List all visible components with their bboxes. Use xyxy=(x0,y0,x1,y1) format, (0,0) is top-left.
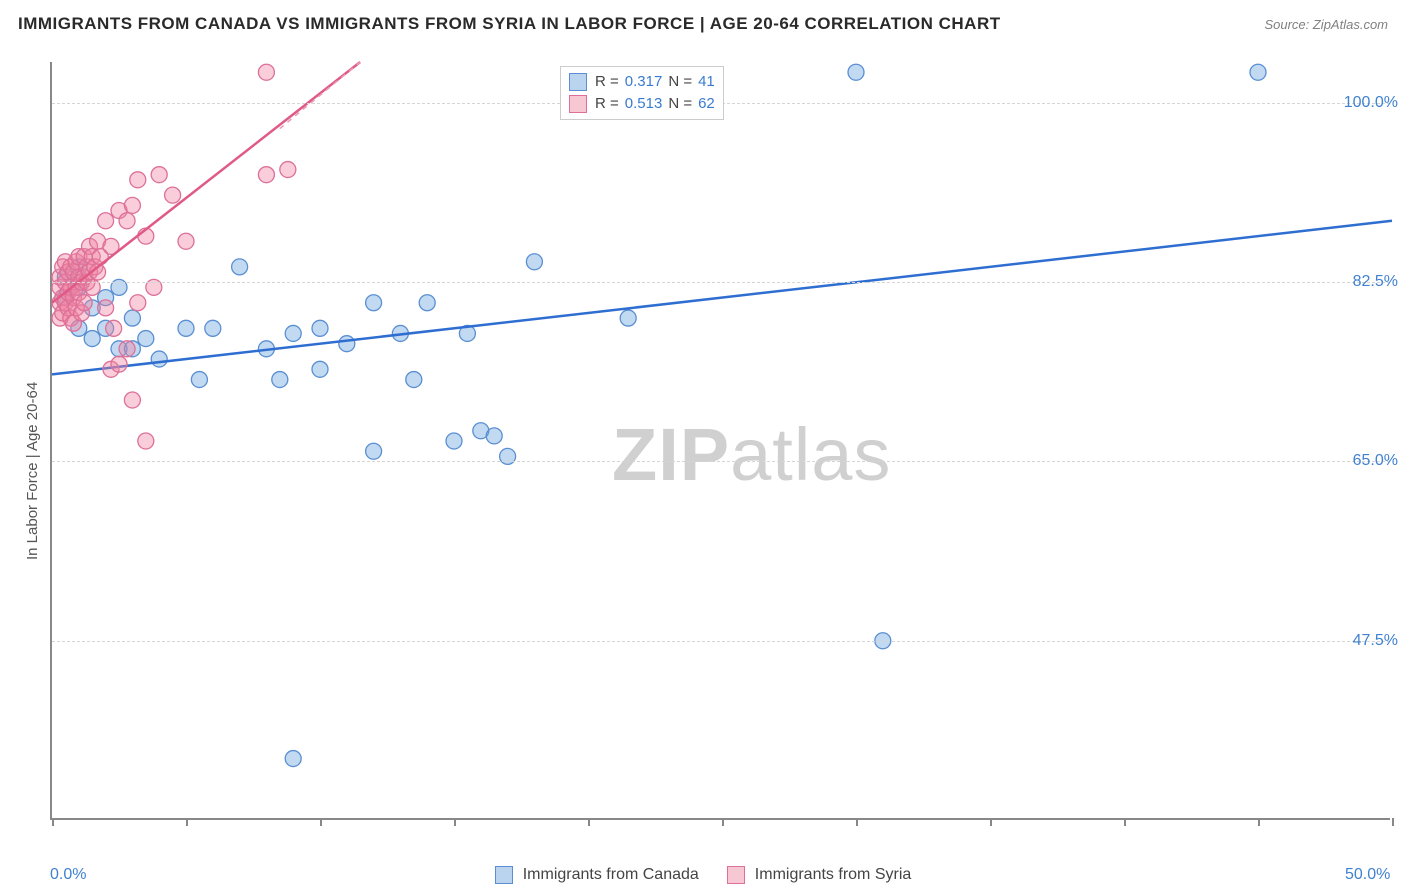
stat-label: R = xyxy=(595,93,619,115)
chart-title: IMMIGRANTS FROM CANADA VS IMMIGRANTS FRO… xyxy=(18,14,1001,34)
data-point xyxy=(138,433,154,449)
legend-swatch xyxy=(727,866,745,884)
legend-item: Immigrants from Canada xyxy=(495,866,699,884)
data-point xyxy=(446,433,462,449)
grid-line xyxy=(52,461,1390,462)
legend-label: Immigrants from Syria xyxy=(755,866,911,884)
data-point xyxy=(366,295,382,311)
scatter-plot-svg xyxy=(52,62,1390,818)
stat-value: 62 xyxy=(698,93,715,115)
title-bar: IMMIGRANTS FROM CANADA VS IMMIGRANTS FRO… xyxy=(18,14,1388,34)
data-point xyxy=(419,295,435,311)
data-point xyxy=(124,197,140,213)
x-tick xyxy=(186,818,188,826)
legend-item: Immigrants from Syria xyxy=(727,866,911,884)
x-tick xyxy=(454,818,456,826)
legend-swatch xyxy=(569,95,587,113)
data-point xyxy=(258,167,274,183)
y-axis-title: In Labor Force | Age 20-64 xyxy=(24,382,41,560)
data-point xyxy=(620,310,636,326)
stats-legend-row: R = 0.513 N = 62 xyxy=(569,93,715,115)
data-point xyxy=(258,64,274,80)
x-tick xyxy=(52,818,54,826)
x-tick xyxy=(1392,818,1394,826)
stat-label: R = xyxy=(595,71,619,93)
x-tick xyxy=(722,818,724,826)
data-point xyxy=(76,295,92,311)
data-point xyxy=(1250,64,1266,80)
data-point xyxy=(106,320,122,336)
chart-container: IMMIGRANTS FROM CANADA VS IMMIGRANTS FRO… xyxy=(0,0,1406,892)
data-point xyxy=(84,331,100,347)
data-point xyxy=(178,320,194,336)
data-point xyxy=(119,213,135,229)
stat-value: 41 xyxy=(698,71,715,93)
legend-label: Immigrants from Canada xyxy=(523,866,699,884)
data-point xyxy=(191,372,207,388)
x-tick xyxy=(990,818,992,826)
data-point xyxy=(285,751,301,767)
legend-swatch xyxy=(569,73,587,91)
x-tick xyxy=(1124,818,1126,826)
y-tick-label: 100.0% xyxy=(1344,94,1398,112)
grid-line xyxy=(52,282,1390,283)
data-point xyxy=(98,213,114,229)
data-point xyxy=(526,254,542,270)
data-point xyxy=(98,300,114,316)
data-point xyxy=(366,443,382,459)
bottom-legend: Immigrants from Canada Immigrants from Sy… xyxy=(0,866,1406,884)
data-point xyxy=(312,361,328,377)
data-point xyxy=(138,331,154,347)
data-point xyxy=(285,325,301,341)
data-point xyxy=(406,372,422,388)
data-point xyxy=(280,162,296,178)
data-point xyxy=(111,356,127,372)
y-tick-label: 65.0% xyxy=(1353,452,1398,470)
regression-line xyxy=(52,221,1392,375)
stats-legend: R = 0.317 N = 41R = 0.513 N = 62 xyxy=(560,66,724,120)
data-point xyxy=(124,392,140,408)
x-tick xyxy=(320,818,322,826)
data-point xyxy=(848,64,864,80)
data-point xyxy=(232,259,248,275)
data-point xyxy=(486,428,502,444)
data-point xyxy=(339,336,355,352)
y-tick-label: 47.5% xyxy=(1353,632,1398,650)
data-point xyxy=(130,295,146,311)
stat-value: 0.317 xyxy=(625,71,663,93)
x-tick-label: 0.0% xyxy=(50,866,86,884)
x-tick-label: 50.0% xyxy=(1345,866,1390,884)
data-point xyxy=(151,167,167,183)
x-tick xyxy=(1258,818,1260,826)
chart-source: Source: ZipAtlas.com xyxy=(1264,17,1388,32)
stat-label: N = xyxy=(668,93,692,115)
data-point xyxy=(312,320,328,336)
plot-area: ZIPatlas xyxy=(50,62,1390,820)
grid-line xyxy=(52,641,1390,642)
data-point xyxy=(205,320,221,336)
y-tick-label: 82.5% xyxy=(1353,273,1398,291)
x-tick xyxy=(856,818,858,826)
stats-legend-row: R = 0.317 N = 41 xyxy=(569,71,715,93)
data-point xyxy=(124,310,140,326)
data-point xyxy=(272,372,288,388)
stat-label: N = xyxy=(668,71,692,93)
stat-value: 0.513 xyxy=(625,93,663,115)
x-tick xyxy=(588,818,590,826)
data-point xyxy=(119,341,135,357)
regression-line xyxy=(52,62,360,303)
data-point xyxy=(151,351,167,367)
legend-swatch xyxy=(495,866,513,884)
data-point xyxy=(178,233,194,249)
data-point xyxy=(165,187,181,203)
data-point xyxy=(130,172,146,188)
